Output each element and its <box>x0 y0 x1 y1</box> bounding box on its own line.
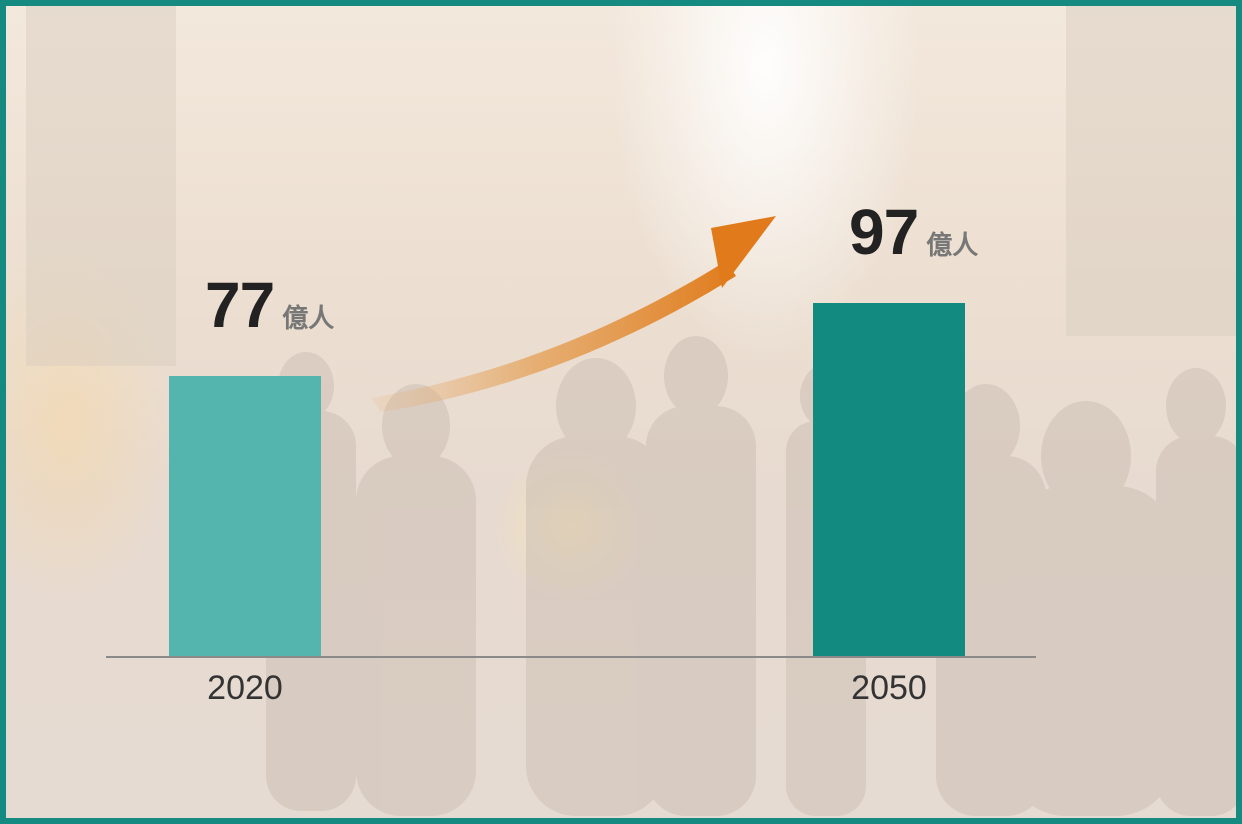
value-label-2020: 77 億人 <box>205 268 334 342</box>
growth-arrow <box>371 216 776 412</box>
bar-2050 <box>813 303 965 657</box>
value-label-2050: 97 億人 <box>849 195 978 269</box>
value-number-2050: 97 <box>849 196 919 268</box>
x-tick-label-2050: 2050 <box>851 669 927 707</box>
bar-2020 <box>169 376 321 657</box>
value-unit-2050: 億人 <box>926 230 979 260</box>
x-tick-label-2020: 2020 <box>207 669 283 707</box>
bar-chart <box>106 216 1036 658</box>
value-number-2020: 77 <box>205 269 275 341</box>
value-unit-2020: 億人 <box>282 303 335 333</box>
growth-arrow-head <box>711 216 776 288</box>
growth-arrow-shaft <box>371 261 736 412</box>
